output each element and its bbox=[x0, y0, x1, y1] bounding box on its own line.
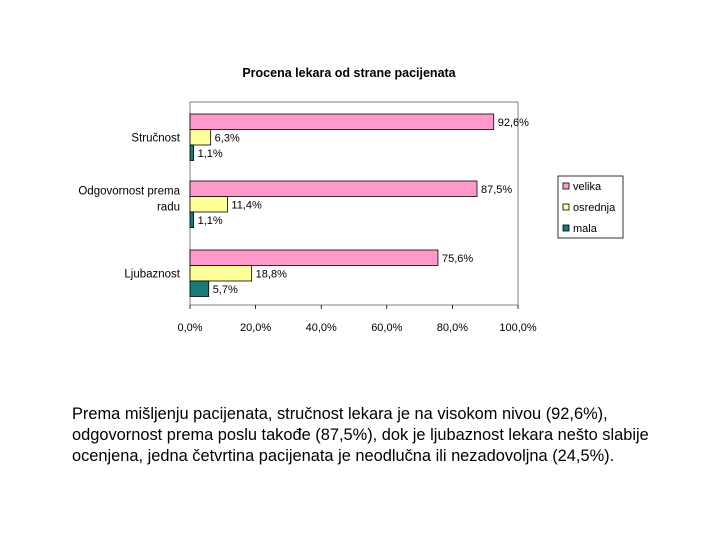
x-tick-label: 20,0% bbox=[240, 322, 271, 334]
bar-velika-3 bbox=[189, 249, 439, 266]
data-label-velika-3: 75,6% bbox=[442, 253, 473, 265]
category-label-3: Ljubaznost bbox=[124, 268, 180, 280]
category-label-2: radu bbox=[157, 201, 180, 213]
legend-swatch-mala bbox=[562, 224, 570, 232]
data-label-osrednja-1: 6,3% bbox=[215, 132, 240, 144]
data-label-mala-3: 5,7% bbox=[213, 284, 238, 296]
category-labels-group: Stručnost Odgovornost prema radu Ljubaznost bbox=[78, 132, 180, 280]
x-tick-labels-group: 0,0% 20,0% 40,0% 60,0% 80,0% 100,0% bbox=[177, 305, 537, 334]
data-label-velika-2: 87,5% bbox=[481, 184, 512, 196]
x-tick-label: 60,0% bbox=[371, 322, 402, 334]
bar-mala-2 bbox=[189, 211, 195, 228]
data-label-osrednja-2: 11,4% bbox=[231, 199, 262, 211]
bar-velika-2 bbox=[189, 180, 478, 197]
legend-label-mala: mala bbox=[573, 223, 598, 235]
bar-chart: Procena lekara od strane pacijenata 92,6… bbox=[78, 66, 624, 334]
bar-mala-1 bbox=[189, 144, 195, 161]
legend-swatch-velika bbox=[562, 182, 570, 190]
data-label-velika-1: 92,6% bbox=[498, 117, 529, 129]
x-tick-label: 0,0% bbox=[177, 322, 202, 334]
data-label-osrednja-3: 18,8% bbox=[256, 268, 287, 280]
bar-mala-3 bbox=[189, 280, 210, 297]
chart-title: Procena lekara od strane pacijenata bbox=[242, 66, 456, 80]
value-labels-group: 92,6% 6,3% 1,1% 87,5% 11,4% 1,1% 75,6% 18,8% 5,7… bbox=[198, 117, 530, 296]
x-tick-label: 40,0% bbox=[306, 322, 337, 334]
legend-swatch-osrednja bbox=[562, 203, 570, 211]
bars-group bbox=[189, 113, 495, 297]
legend-label-velika: velika bbox=[573, 181, 602, 193]
bar-osrednja-1 bbox=[189, 129, 212, 146]
bar-velika-1 bbox=[189, 113, 495, 130]
category-label-1: Stručnost bbox=[131, 132, 180, 144]
data-label-mala-1: 1,1% bbox=[198, 148, 223, 160]
x-tick-label: 100,0% bbox=[499, 322, 537, 334]
caption-text: Prema mišljenju pacijenata, stručnost le… bbox=[72, 405, 649, 465]
bar-osrednja-2 bbox=[189, 196, 228, 213]
legend-label-osrednja: osrednja bbox=[573, 202, 616, 214]
category-label-2: Odgovornost prema bbox=[78, 185, 180, 197]
data-label-mala-2: 1,1% bbox=[198, 215, 223, 227]
bar-osrednja-3 bbox=[189, 265, 253, 282]
legend: velika osrednja mala bbox=[557, 175, 624, 239]
x-tick-label: 80,0% bbox=[437, 322, 468, 334]
